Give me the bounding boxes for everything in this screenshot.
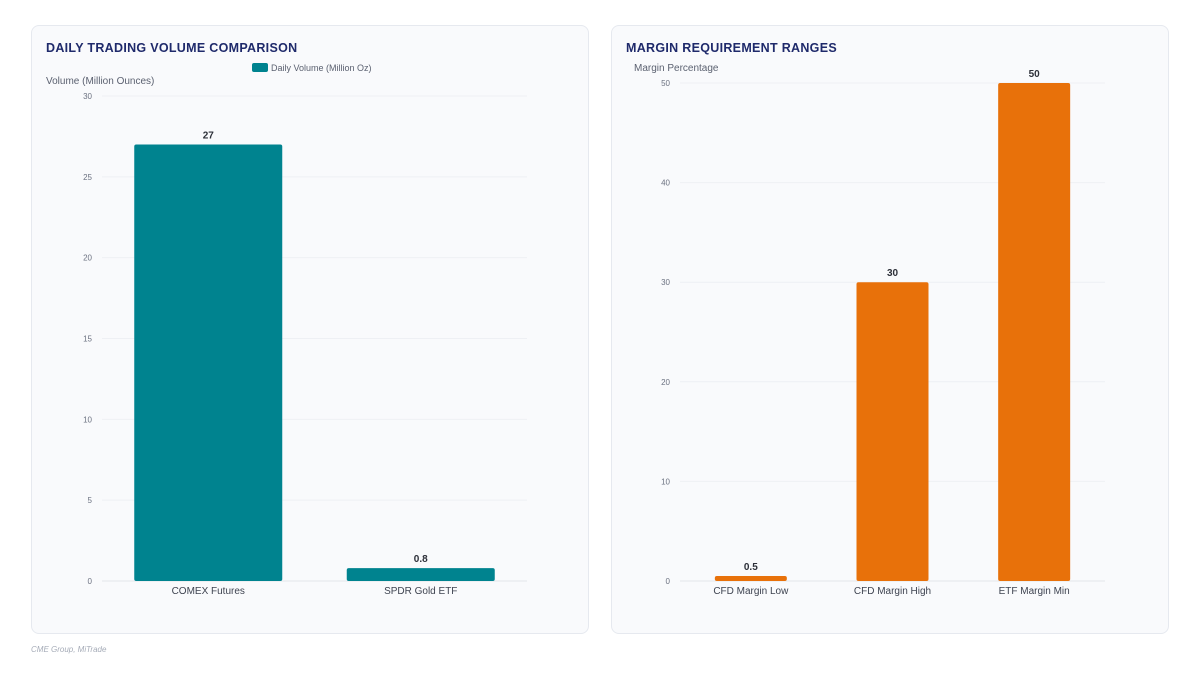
- x-tick-label: CFD Margin High: [854, 586, 931, 597]
- y-axis-title: Margin Percentage: [634, 63, 719, 74]
- data-label: 0.5: [744, 562, 758, 573]
- bar: [134, 144, 283, 581]
- legend-swatch: [252, 63, 268, 72]
- margin-chart-title: MARGIN REQUIREMENT RANGES: [626, 41, 837, 55]
- legend-label: Daily Volume (Million Oz): [271, 63, 372, 73]
- data-label: 0.8: [414, 554, 428, 565]
- y-tick-label: 5: [88, 496, 93, 505]
- y-tick-label: 0: [666, 577, 671, 586]
- y-tick-label: 30: [83, 92, 92, 101]
- x-tick-label: ETF Margin Min: [999, 586, 1070, 597]
- y-tick-label: 25: [83, 173, 92, 182]
- margin-bar-chart: Margin Percentage 0 10 20 30 40 50 0.5 CFD Margi…: [634, 63, 1105, 597]
- x-tick-label: SPDR Gold ETF: [384, 586, 457, 597]
- x-tick-label: CFD Margin Low: [713, 586, 789, 597]
- y-tick-label: 15: [83, 335, 92, 344]
- bar: [714, 576, 787, 581]
- source-note: CME Group, MiTrade: [31, 645, 107, 654]
- data-label: 50: [1029, 69, 1041, 80]
- data-label: 30: [887, 268, 899, 279]
- bar: [346, 568, 495, 581]
- margin-chart-panel: MARGIN REQUIREMENT RANGES Margin Percent…: [611, 25, 1169, 634]
- volume-chart-title: DAILY TRADING VOLUME COMPARISON: [46, 41, 298, 55]
- y-tick-label: 50: [661, 79, 670, 88]
- volume-bar-chart: Volume (Million Ounces) 0 5 10 15 20 25 30 Daily…: [46, 63, 527, 597]
- y-tick-label: 40: [661, 179, 670, 188]
- y-axis-title: Volume (Million Ounces): [46, 76, 154, 87]
- data-label: 27: [203, 131, 215, 142]
- y-tick-label: 20: [83, 254, 92, 263]
- bar: [856, 282, 929, 581]
- y-tick-label: 20: [661, 378, 670, 387]
- y-tick-label: 0: [88, 577, 93, 586]
- y-tick-label: 10: [661, 477, 670, 486]
- bar: [998, 83, 1071, 581]
- y-tick-label: 10: [83, 415, 92, 424]
- volume-chart-panel: DAILY TRADING VOLUME COMPARISON Volume (…: [31, 25, 589, 634]
- y-tick-label: 30: [661, 278, 670, 287]
- x-tick-label: COMEX Futures: [172, 586, 245, 597]
